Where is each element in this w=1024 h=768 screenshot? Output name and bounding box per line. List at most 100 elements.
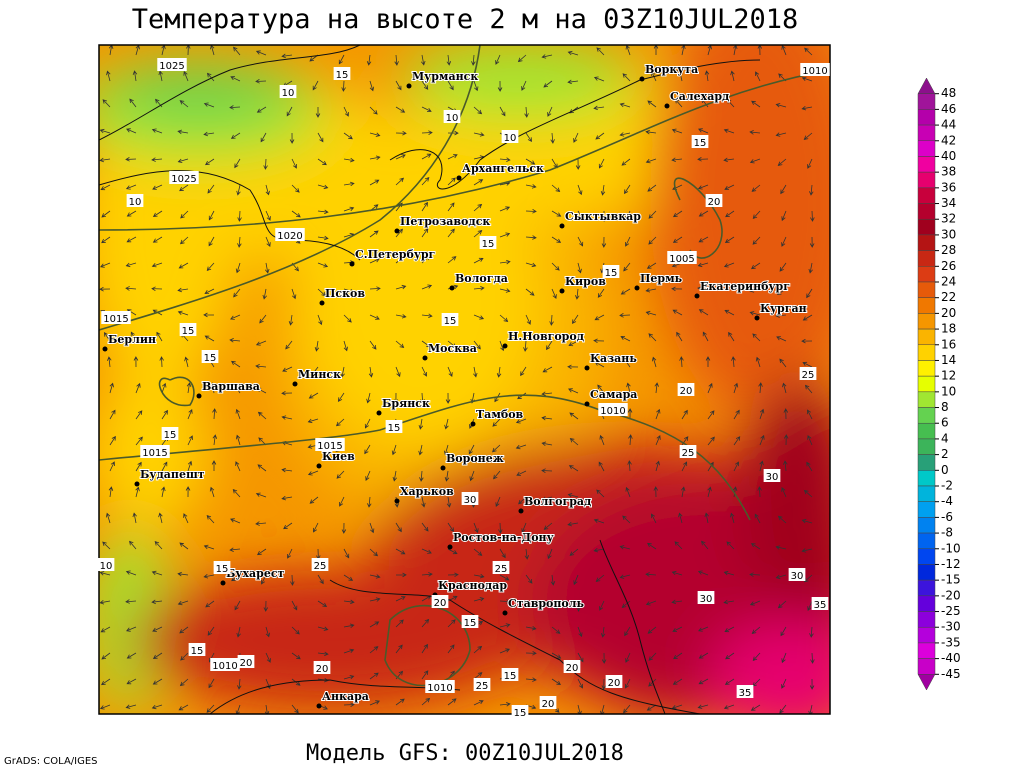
temperature-label-box xyxy=(691,135,709,148)
colorbar-label: 38 xyxy=(941,165,956,179)
colorbar-band xyxy=(917,281,936,298)
temperature-label-box xyxy=(213,561,231,574)
temperature-label-box xyxy=(492,561,510,574)
city-dot xyxy=(406,83,412,89)
colorbar-label: 46 xyxy=(941,102,956,116)
city-dot xyxy=(422,355,428,361)
colorbar-band xyxy=(917,360,936,377)
city-label: Киров xyxy=(565,275,606,288)
temperature-label-box xyxy=(605,675,623,688)
temperature-label: 15 xyxy=(388,423,401,434)
city-label: Екатеринбург xyxy=(700,280,790,293)
temperature-label-box xyxy=(333,67,351,80)
temperature-label-box xyxy=(311,558,329,571)
temperature-label-box xyxy=(705,194,723,207)
temperature-field xyxy=(99,45,830,714)
pressure-label: 1015 xyxy=(142,448,167,459)
colorbar-band xyxy=(917,674,936,691)
pressure-label-box xyxy=(157,58,187,71)
temperature-label-box xyxy=(736,685,754,698)
temperature-label: 10 xyxy=(282,88,295,99)
colorbar-label: 12 xyxy=(941,369,956,383)
colorbar-band xyxy=(917,642,936,659)
city-dot xyxy=(394,498,400,504)
colorbar-band xyxy=(917,485,936,502)
city-label: Пермь xyxy=(640,272,683,285)
city-dot xyxy=(102,346,108,352)
temperature-label: 15 xyxy=(482,239,495,250)
colorbar-label: -15 xyxy=(941,573,961,587)
colorbar-label: -30 xyxy=(941,620,961,634)
colorbar-band xyxy=(917,313,936,330)
colorbar-band xyxy=(917,93,936,110)
colorbar-label: 14 xyxy=(941,353,956,367)
temperature-label-box xyxy=(763,469,781,482)
temperature-label-box xyxy=(677,383,695,396)
city-dot xyxy=(449,285,455,291)
city-dot xyxy=(502,610,508,616)
wind-arrows xyxy=(99,45,815,714)
temperature-label: 20 xyxy=(240,658,253,669)
city-label: Псков xyxy=(325,287,365,300)
city-dot xyxy=(394,228,400,234)
city-label: Брянск xyxy=(382,397,430,410)
colorbar-band xyxy=(917,187,936,204)
colorbar-band xyxy=(917,344,936,361)
temperature-label-box xyxy=(97,558,115,571)
city-dot xyxy=(316,703,322,709)
city-label: Салехард xyxy=(670,90,729,103)
pressure-label-box xyxy=(169,171,199,184)
temperature-label-box xyxy=(461,492,479,505)
temperature-label: 15 xyxy=(464,618,477,629)
temperature-label-box xyxy=(811,597,829,610)
temperature-label-box xyxy=(799,367,817,380)
city-label: Сыктывкар xyxy=(565,210,641,223)
city-dot xyxy=(694,293,700,299)
city-dot xyxy=(664,103,670,109)
colorbar-band xyxy=(917,454,936,471)
colorbar-band xyxy=(917,407,936,424)
temperature-label-box xyxy=(501,668,519,681)
coastlines xyxy=(99,45,761,714)
temperature-label: 10 xyxy=(100,561,113,572)
temperature-label: 20 xyxy=(608,678,621,689)
credit: GrADS: COLA/IGES xyxy=(4,756,98,767)
colorbar-band xyxy=(917,501,936,518)
temperature-label: 30 xyxy=(464,495,477,506)
colorbar-label: -35 xyxy=(941,635,961,649)
footer: Модель GFS: 00Z10JUL2018 xyxy=(306,741,624,766)
city-dot xyxy=(634,285,640,291)
city-label: Берлин xyxy=(108,333,156,346)
temperature-label: 25 xyxy=(495,564,508,575)
city-dot xyxy=(220,580,226,586)
colorbar-label: -45 xyxy=(941,667,961,681)
city-dot xyxy=(134,481,140,487)
city-dot xyxy=(376,410,382,416)
pressure-label-box xyxy=(140,445,170,458)
colorbar-label: 22 xyxy=(941,290,956,304)
colorbar-label: 28 xyxy=(941,243,956,257)
city-dot xyxy=(584,365,590,371)
pressure-label: 1025 xyxy=(171,174,196,185)
pressure-label: 1010 xyxy=(427,683,452,694)
temperature-label-box xyxy=(313,661,331,674)
colorbar-band xyxy=(917,328,936,346)
city-label: Ставрополь xyxy=(508,597,585,610)
temperature-label-box xyxy=(443,110,461,123)
pressure-label-box xyxy=(425,680,455,693)
temperature-label: 15 xyxy=(694,138,707,149)
map-labels: Мурманск Воркута Салехард Архангельск Петроз… xyxy=(97,58,830,719)
pressure-label: 1020 xyxy=(277,231,302,242)
colorbar-label: 24 xyxy=(941,275,956,289)
colorbar-band xyxy=(917,391,936,408)
colorbar-band xyxy=(917,171,936,189)
colorbar-band xyxy=(917,658,936,675)
pressure-label: 1015 xyxy=(317,441,342,452)
temperature-label-box xyxy=(602,265,620,278)
temperature-label: 20 xyxy=(434,598,447,609)
temperature-label: 20 xyxy=(566,663,579,674)
temperature-label-box xyxy=(279,85,297,98)
temperature-label-box xyxy=(431,595,449,608)
city-label: Волгоград xyxy=(524,495,591,508)
colorbar-label: 6 xyxy=(941,416,949,430)
